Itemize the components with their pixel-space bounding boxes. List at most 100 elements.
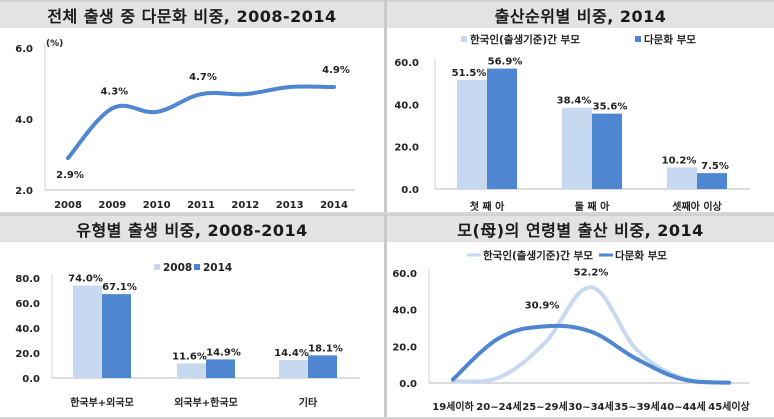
x-tick-label: 2008 xyxy=(54,200,82,211)
y-tick-label: 40.0 xyxy=(394,100,419,111)
panel-birth-type: 유형별 출생 비중, 2008-2014 0.0 20.0 40.0 60.0 80.0… xyxy=(0,214,384,419)
panel-divider-bottom xyxy=(0,417,774,419)
data-point xyxy=(244,93,246,95)
legend-swatch xyxy=(461,36,467,42)
x-tick-label: 45세이상 xyxy=(708,400,750,413)
legend-label: 다문화 부모 xyxy=(615,249,667,262)
y-tick-label: 60.0 xyxy=(392,269,417,280)
bar-value-label: 56.9% xyxy=(488,57,523,68)
bar xyxy=(206,359,235,378)
x-tick-label: 한국부+외국모 xyxy=(70,397,134,409)
bar xyxy=(487,68,517,189)
bar xyxy=(457,79,487,189)
bar xyxy=(177,363,206,378)
x-tick-label: 2014 xyxy=(320,200,348,211)
x-tick-label: 2010 xyxy=(143,200,171,211)
bar-value-label: 67.1% xyxy=(102,282,137,293)
x-tick-label: 셋째아 이상 xyxy=(672,200,722,213)
data-point xyxy=(590,331,592,333)
data-label: 4.3% xyxy=(100,86,128,97)
bar xyxy=(279,360,308,378)
data-point xyxy=(590,286,592,288)
y-tick-label: 0.0 xyxy=(401,185,419,196)
data-label: 2.9% xyxy=(56,170,84,181)
data-point xyxy=(544,342,546,344)
chart-mother-age: 0.0 20.0 40.0 60.0 19세이하 20~24세 25~29세 30~34세 35… xyxy=(392,249,750,413)
x-tick-label: 2013 xyxy=(276,200,304,211)
y-tick-label: 80.0 xyxy=(15,274,40,285)
data-point xyxy=(156,111,158,113)
chart-title: 모(母)의 연령별 출산 비중, 2014 xyxy=(387,214,774,242)
legend-label: 다문화 부모 xyxy=(644,33,696,46)
data-point xyxy=(452,378,454,380)
bar-value-label: 35.6% xyxy=(593,102,628,113)
x-tick-label: 첫 째 아 xyxy=(470,200,505,213)
panel-multicultural-share: 전체 출생 중 다문화 비중, 2008-2014 2.0 4.0 6.0 (%) 20… xyxy=(0,0,384,212)
x-tick-label: 둘 째 아 xyxy=(575,200,610,213)
chart-birth-type: 0.0 20.0 40.0 60.0 80.0 한국부+외국모 74.0%67.1% 외국부+… xyxy=(15,262,360,409)
series-line xyxy=(451,285,731,385)
bar-value-label: 38.4% xyxy=(557,96,592,107)
y-tick-label: 40.0 xyxy=(392,306,417,317)
chart-multicultural-share: 2.0 4.0 6.0 (%) 2008 2009 2010 2011 2012 2013 2014… xyxy=(15,39,355,211)
data-label: 30.9% xyxy=(525,300,560,311)
bar xyxy=(667,167,697,189)
x-tick-label: 30~34세 xyxy=(568,400,613,413)
x-tick-label: 기타 xyxy=(299,396,318,409)
bar xyxy=(592,113,622,189)
series-line xyxy=(451,323,731,385)
x-tick-label: 40~44세 xyxy=(660,400,705,413)
x-tick-label: 2012 xyxy=(231,200,259,211)
data-point xyxy=(544,325,546,327)
data-point xyxy=(289,86,291,88)
y-axis-unit: (%) xyxy=(46,39,63,49)
y-tick-label: 2.0 xyxy=(15,186,33,197)
y-tick-label: 6.0 xyxy=(15,44,33,55)
legend-swatch xyxy=(154,264,160,270)
x-tick-label: 25~29세 xyxy=(522,400,567,413)
data-point xyxy=(333,86,335,88)
y-tick-label: 0.0 xyxy=(399,379,417,390)
x-tick-label: 2009 xyxy=(98,200,126,211)
data-point xyxy=(67,157,69,159)
bar xyxy=(308,355,337,378)
data-point xyxy=(636,349,638,351)
data-point xyxy=(111,107,113,109)
legend-swatch xyxy=(635,36,641,42)
data-point xyxy=(498,337,500,339)
x-tick-label: 외국부+한국모 xyxy=(174,397,238,409)
data-point xyxy=(498,377,500,378)
y-tick-label: 20.0 xyxy=(394,143,419,154)
data-label: 52.2% xyxy=(574,267,609,278)
y-tick-label: 20.0 xyxy=(15,349,40,360)
bar-value-label: 74.0% xyxy=(68,274,103,285)
x-tick-label: 35~39세 xyxy=(614,400,659,413)
panel-mother-age: 모(母)의 연령별 출산 비중, 2014 0.0 20.0 40.0 60.0 19세… xyxy=(387,214,774,419)
x-tick-label: 19세이하 xyxy=(432,400,474,413)
x-tick-label: 20~24세 xyxy=(476,400,521,413)
chart-title: 유형별 출생 비중, 2008-2014 xyxy=(0,214,384,242)
chart-title: 전체 출생 중 다문화 비중, 2008-2014 xyxy=(0,0,384,28)
data-point xyxy=(636,358,638,360)
data-point xyxy=(200,93,202,95)
bar xyxy=(73,285,102,378)
data-point xyxy=(682,378,684,380)
legend-label: 2014 xyxy=(203,262,232,274)
panel-birth-order: 출산순위별 비중, 2014 0.0 20.0 40.0 60.0 첫 째 아 51.5%… xyxy=(387,0,774,213)
y-tick-label: 20.0 xyxy=(392,342,417,353)
legend-swatch xyxy=(194,264,200,270)
chart-title: 출산순위별 비중, 2014 xyxy=(387,0,774,28)
bar-value-label: 18.1% xyxy=(308,343,343,354)
chart-birth-order: 0.0 20.0 40.0 60.0 첫 째 아 51.5%56.9% 둘 째 아 38.4%… xyxy=(394,33,750,213)
y-tick-label: 60.0 xyxy=(15,299,40,310)
bar-value-label: 10.2% xyxy=(662,155,697,166)
bar xyxy=(562,107,592,189)
x-tick-label: 2011 xyxy=(187,200,215,211)
legend-label: 한국인(출생기준)간 부모 xyxy=(470,33,580,46)
bar-value-label: 11.6% xyxy=(172,352,207,363)
data-label: 4.9% xyxy=(322,65,350,76)
y-tick-label: 40.0 xyxy=(15,324,40,335)
data-label: 4.7% xyxy=(189,72,217,83)
panel-divider-vertical xyxy=(384,0,387,419)
bar-value-label: 14.4% xyxy=(274,348,309,359)
